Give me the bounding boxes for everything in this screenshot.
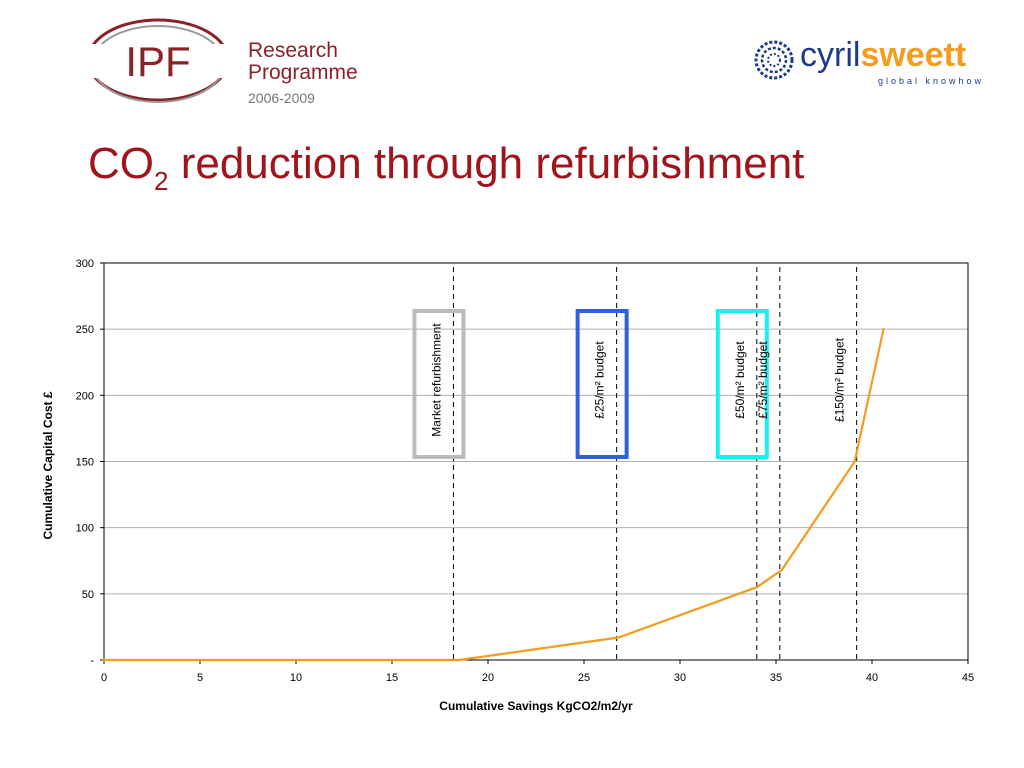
budget-marker-label: £50/m² budget [733, 341, 747, 419]
y-tick-label: 300 [76, 258, 94, 270]
x-tick-label: 15 [386, 672, 398, 684]
ipf-logo: IPF [86, 18, 230, 103]
slide-title-subscript: 2 [154, 166, 169, 196]
series-point [853, 460, 856, 463]
plot-area-frame [103, 262, 969, 661]
cyril-sweett-logo: cyrilsweett global knowhow [754, 36, 984, 86]
x-axis-title: Cumulative Savings KgCO2/m2/yr [439, 699, 633, 713]
budget-marker-label: £25/m² budget [593, 341, 607, 419]
y-tick-label: - [90, 655, 94, 667]
programme-line2: Programme [248, 61, 358, 84]
co2-chart: - 50 100 150 200 250 300 0 5 10 15 20 25 30 35 40 45 Mark… [41, 258, 974, 713]
svg-text:cyrilsweett: cyrilsweett [800, 36, 966, 74]
x-tick-label: 40 [866, 672, 878, 684]
x-tick-label: 5 [197, 672, 203, 684]
y-axis-title: Cumulative Capital Cost £ [41, 391, 55, 539]
budget-marker-box [715, 309, 769, 459]
y-tick-label: 50 [82, 589, 94, 601]
series-point [617, 636, 620, 639]
x-tick-label: 20 [482, 672, 494, 684]
y-tick-label: 150 [76, 457, 94, 469]
x-tick-label: 45 [962, 672, 974, 684]
x-tick-label: 25 [578, 672, 590, 684]
cs-brand-part2: sweett [860, 36, 966, 74]
budget-marker-label: £75/m² budget [756, 341, 770, 419]
chart-area: - 50 100 150 200 250 300 0 5 10 15 20 25 30 35 40 45 Mark… [0, 230, 1024, 750]
cs-brand-part1: cyril [800, 36, 860, 74]
programme-title: Research Programme [248, 40, 358, 84]
series-point [755, 586, 758, 589]
x-tick-label: 10 [290, 672, 302, 684]
x-tick-label: 0 [101, 672, 107, 684]
series-point [780, 568, 783, 572]
y-tick-label: 250 [76, 324, 94, 336]
slide-header: IPF Research Programme 2006-2009 cyrilsw… [0, 0, 1024, 130]
slide-title: CO2 reduction through refurbishment [88, 136, 804, 197]
y-tick-label: 200 [76, 390, 94, 402]
series-point [102, 658, 106, 662]
y-tick-label: 100 [76, 523, 94, 535]
budget-marker-label: £150/m² budget [833, 337, 847, 422]
ipf-logo-text: IPF [125, 38, 190, 85]
x-tick-label: 30 [674, 672, 686, 684]
cs-tagline: global knowhow [878, 76, 984, 86]
programme-line1: Research [248, 39, 338, 62]
slide-title-rest: reduction through refurbishment [168, 139, 805, 188]
programme-years: 2006-2009 [248, 90, 315, 106]
x-tick-label: 35 [770, 672, 782, 684]
slide-title-main: CO [88, 139, 154, 188]
budget-marker-box [412, 309, 466, 459]
series-point [458, 658, 461, 662]
budget-marker-box [575, 309, 629, 459]
budget-marker-label: Market refurbishment [429, 323, 443, 437]
series-point [882, 327, 885, 331]
cyril-sweett-globe-icon [754, 40, 794, 80]
